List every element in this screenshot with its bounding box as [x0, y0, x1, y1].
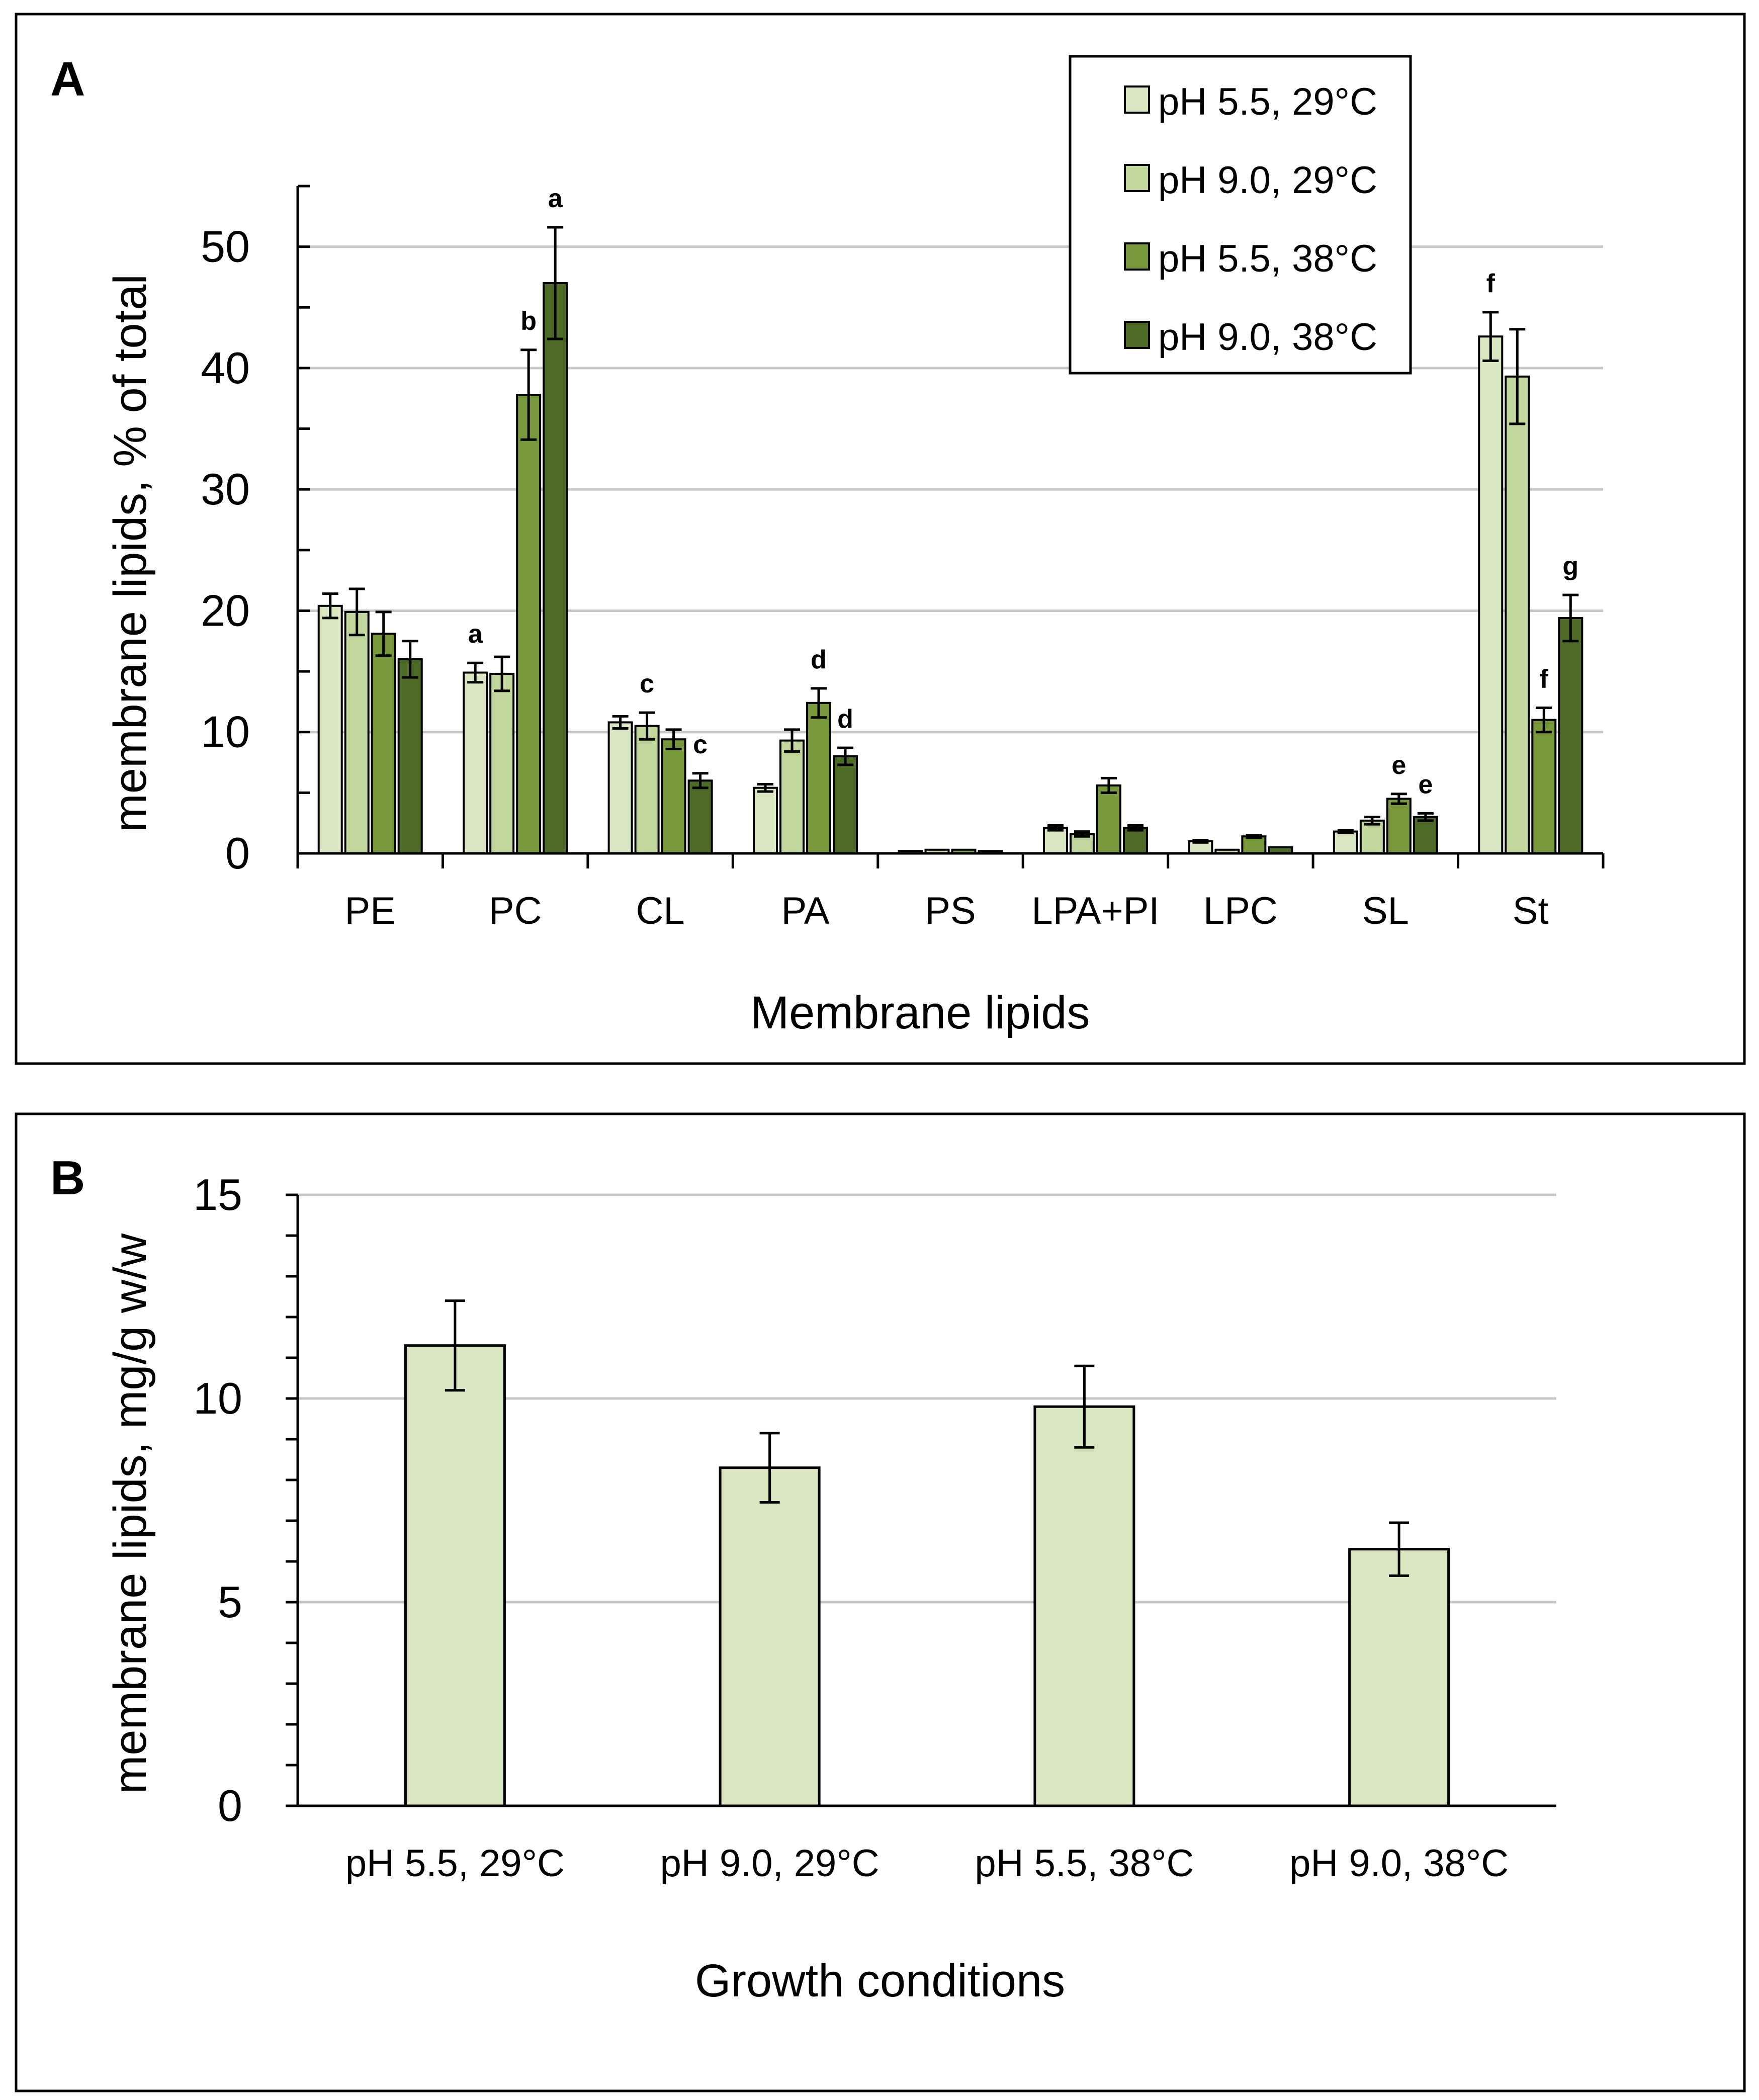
bar-st-series-1	[1505, 375, 1530, 854]
y-tick-label: 30	[201, 464, 250, 514]
significance-letter: g	[1562, 552, 1578, 581]
x-tick-label: PE	[345, 890, 396, 932]
legend-swatch	[1124, 85, 1150, 114]
significance-letter: c	[693, 730, 708, 759]
bar-pe-series-3	[397, 658, 423, 854]
significance-letter: a	[548, 184, 563, 213]
legend-label: pH 9.0, 29°C	[1158, 159, 1377, 202]
bar-pa-series-1	[779, 739, 805, 854]
y-tick-label: 0	[225, 828, 250, 878]
x-tick-label: SL	[1362, 890, 1409, 932]
y-tick-label: 10	[201, 707, 250, 757]
bar-pa-series-3	[833, 755, 858, 854]
bar-condition-3	[1348, 1548, 1450, 1807]
bar-sl-series-3	[1413, 816, 1438, 854]
legend-swatch	[1124, 164, 1150, 192]
x-tick-label: LPA+PI	[1031, 890, 1159, 932]
bar-cl-series-3	[687, 779, 713, 854]
x-tick-label: LPC	[1203, 890, 1278, 932]
x-tick-label: pH 9.0, 29°C	[660, 1842, 880, 1885]
bar-cl-series-2	[661, 738, 686, 854]
significance-letter: c	[640, 669, 654, 698]
x-tick-label: pH 5.5, 29°C	[345, 1842, 565, 1885]
panel-a: A 0 10 20 30 40 50 PE PC CL PA PS LPA+PI LPC SL St a b…	[15, 13, 1746, 1065]
y-tick-label: 5	[218, 1577, 242, 1627]
legend-label: pH 9.0, 38°C	[1158, 316, 1377, 359]
panel-a-legend: pH 5.5, 29°C pH 9.0, 29°C pH 5.5, 38°C pH 9…	[1069, 55, 1412, 375]
bar-pa-series-2	[806, 702, 832, 854]
bar-condition-1	[719, 1466, 821, 1807]
panel-a-y-axis-title: membrane lipids, % of total	[105, 274, 156, 832]
y-tick-label: 40	[201, 343, 250, 393]
panel-b-x-axis-title: Growth conditions	[695, 1955, 1065, 2006]
bar-sl-series-2	[1386, 798, 1412, 854]
bar-pc-series-2	[516, 393, 542, 854]
panel-b-frame	[15, 1112, 1746, 2092]
y-tick-label: 0	[218, 1781, 242, 1830]
x-tick-label: PC	[489, 890, 542, 932]
panel-b: B 0 5 10 15 pH 5.5, 29°C pH 9.0, 29°C pH 5.5,…	[15, 1112, 1746, 2092]
panel-a-frame	[15, 13, 1746, 1065]
significance-letter: f	[1486, 269, 1496, 298]
x-tick-label: CL	[636, 890, 685, 932]
bar-lpc-series-2	[1241, 835, 1267, 854]
significance-letter: a	[468, 620, 483, 649]
significance-letter: d	[811, 645, 827, 674]
panel-a-x-axis-title: Membrane lipids	[751, 987, 1090, 1038]
bar-condition-2	[1033, 1405, 1135, 1807]
significance-letter: e	[1391, 751, 1406, 780]
significance-letter: b	[520, 307, 537, 336]
bar-sl-series-1	[1359, 819, 1385, 854]
significance-letter: d	[837, 705, 853, 734]
x-tick-label: pH 5.5, 38°C	[975, 1842, 1194, 1885]
bar-st-series-2	[1531, 719, 1557, 854]
y-tick-label: 15	[193, 1170, 242, 1219]
bar-sl-series-0	[1333, 830, 1358, 855]
legend-swatch	[1124, 321, 1150, 349]
bar-condition-0	[404, 1344, 506, 1807]
bar-lpapi-series-0	[1042, 827, 1068, 855]
significance-letter: f	[1540, 664, 1549, 693]
bar-st-series-3	[1558, 617, 1584, 854]
bar-pe-series-0	[317, 604, 343, 854]
legend-label: pH 5.5, 29°C	[1158, 80, 1377, 123]
bar-pc-series-3	[543, 282, 568, 854]
bar-pa-series-0	[753, 786, 778, 855]
bar-st-series-0	[1478, 335, 1504, 854]
panel-b-label: B	[50, 1151, 85, 1205]
panel-b-y-axis-title: membrane lipids, mg/g w/w	[105, 1233, 156, 1794]
y-tick-label: 20	[201, 585, 250, 635]
y-tick-label: 50	[201, 222, 250, 272]
bar-lpapi-series-2	[1096, 784, 1121, 855]
x-tick-label: PS	[925, 890, 976, 932]
significance-letter: e	[1418, 770, 1433, 799]
x-tick-label: pH 9.0, 38°C	[1289, 1842, 1509, 1885]
x-tick-label: PA	[781, 890, 830, 932]
bar-pe-series-1	[344, 610, 370, 855]
bar-pc-series-0	[463, 671, 488, 855]
x-tick-label: St	[1513, 890, 1549, 932]
bar-cl-series-0	[607, 721, 633, 854]
panel-a-label: A	[50, 52, 85, 106]
legend-label: pH 5.5, 38°C	[1158, 237, 1377, 280]
bar-cl-series-1	[634, 725, 660, 855]
bar-pe-series-2	[371, 633, 396, 855]
y-tick-label: 10	[193, 1373, 242, 1423]
legend-swatch	[1124, 242, 1150, 271]
bar-lpapi-series-3	[1122, 827, 1148, 855]
bar-pc-series-1	[489, 672, 515, 855]
